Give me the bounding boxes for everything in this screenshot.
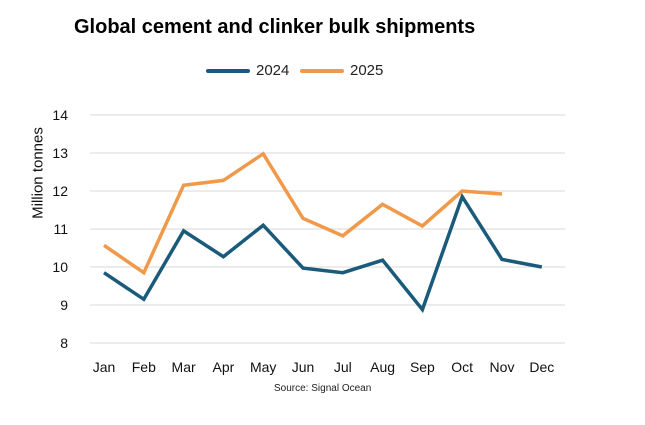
source-note: Source: Signal Ocean [274,383,372,394]
y-tick-label: 9 [60,297,68,313]
legend-label-2025: 2025 [350,62,384,79]
x-tick-label: Dec [529,359,554,375]
x-tick-label: Oct [451,359,473,375]
x-tick-label: May [250,359,276,375]
chart-title: Global cement and clinker bulk shipments [74,16,476,38]
y-tick-label: 8 [60,335,68,351]
y-tick-label: 12 [52,183,68,199]
y-tick-label: 14 [52,107,68,123]
x-tick-label: Jul [334,359,352,375]
x-tick-label: Aug [370,359,395,375]
x-tick-label: Apr [213,359,235,375]
legend-swatch-2024 [206,68,250,73]
series-line-2024 [103,192,543,314]
x-tick-label: Jan [93,359,116,375]
x-tick-label: Sep [410,359,435,375]
legend-item-2025: 2025 [300,62,383,79]
y-tick-label: 10 [52,259,68,275]
x-tick-label: Jun [292,359,315,375]
y-tick-label: 13 [52,145,68,161]
x-tick-label: Mar [172,359,196,375]
x-tick-label: Feb [132,359,156,375]
x-tick-label: Nov [490,359,515,375]
legend-swatch-2025 [300,68,344,73]
legend: 2024 2025 [0,62,645,86]
legend-item-2024: 2024 [206,62,289,79]
y-tick-label: 11 [53,221,68,237]
legend-label-2024: 2024 [256,62,290,79]
